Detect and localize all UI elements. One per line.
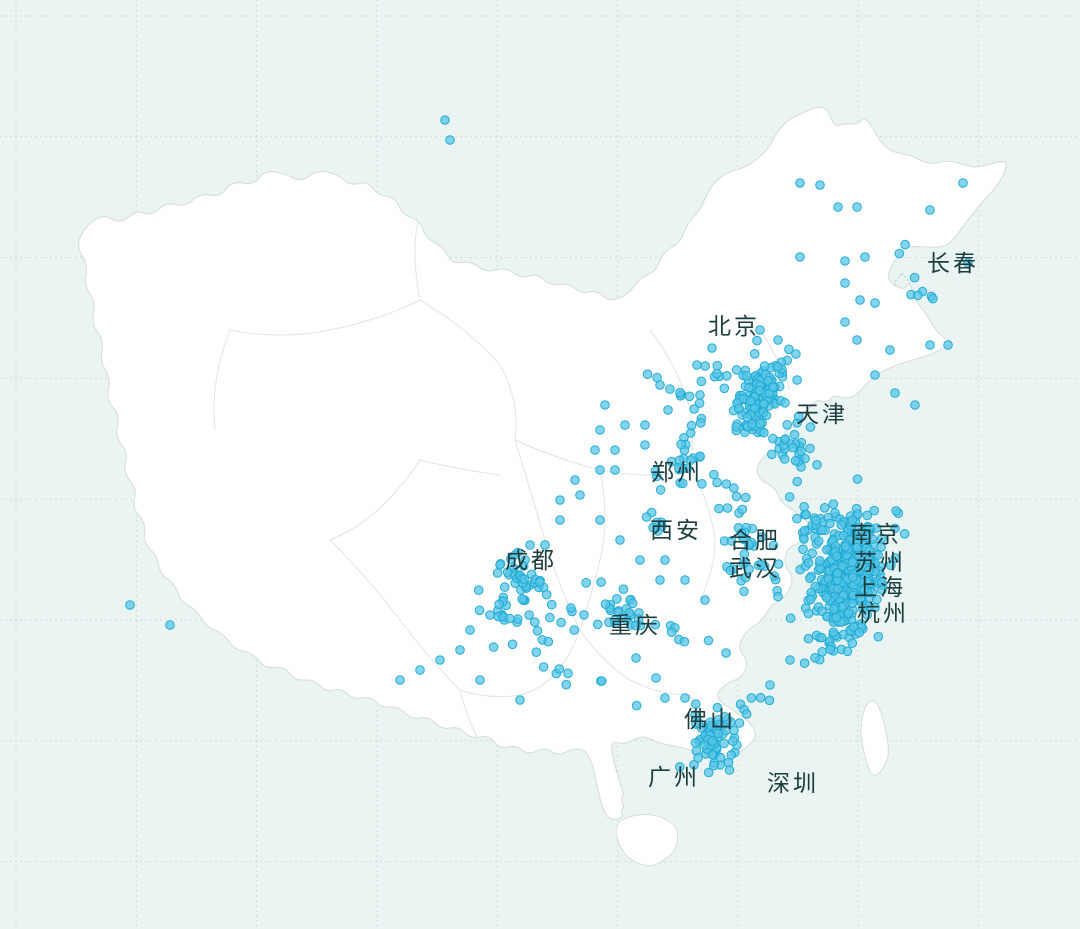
svg-text:南京: 南京: [850, 521, 902, 547]
svg-text:佛山: 佛山: [684, 706, 736, 732]
svg-text:上海: 上海: [854, 574, 906, 600]
svg-text:天津: 天津: [796, 401, 848, 427]
svg-text:苏州: 苏州: [854, 549, 906, 575]
svg-text:深圳: 深圳: [767, 770, 819, 796]
svg-text:合肥: 合肥: [729, 527, 781, 553]
svg-text:长春: 长春: [927, 250, 979, 276]
svg-text:广州: 广州: [648, 764, 700, 790]
svg-text:郑州: 郑州: [651, 459, 703, 485]
svg-text:武汉: 武汉: [729, 555, 781, 581]
svg-text:成都: 成都: [505, 547, 557, 573]
svg-text:北京: 北京: [708, 313, 760, 339]
svg-text:杭州: 杭州: [857, 600, 909, 626]
svg-text:西安: 西安: [650, 517, 702, 543]
svg-text:重庆: 重庆: [609, 612, 661, 638]
